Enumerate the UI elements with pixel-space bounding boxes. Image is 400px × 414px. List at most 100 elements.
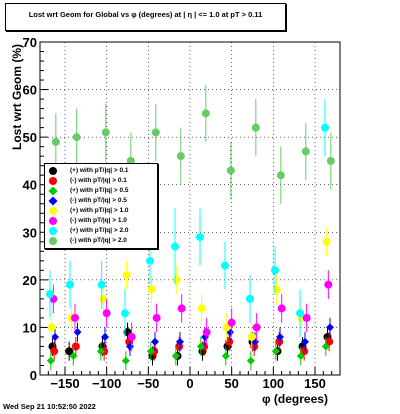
data-point — [271, 266, 279, 275]
legend-entry: (-) with pT/|q| > 1.0 — [45, 216, 157, 226]
data-point — [325, 337, 334, 346]
legend-label: (-) with pT/|q| > 1.0 — [70, 217, 127, 224]
data-point — [321, 123, 329, 132]
legend-label: (-) with pT/|q| > 0.5 — [70, 197, 127, 204]
data-point — [122, 271, 131, 280]
data-point — [176, 337, 184, 346]
data-point — [146, 347, 155, 356]
data-point — [252, 323, 261, 332]
x-tick-label: −50 — [137, 376, 159, 391]
data-point — [326, 323, 334, 332]
chart-title-box: Lost wrt Geom for Global vs φ (degrees) … — [5, 3, 286, 31]
data-point — [69, 351, 78, 360]
data-point — [197, 304, 206, 313]
x-tick-label: 0 — [186, 376, 193, 391]
data-point — [171, 351, 180, 360]
y-tick-label: 50 — [23, 130, 37, 145]
data-point — [96, 347, 105, 356]
data-point — [50, 347, 59, 356]
data-point — [324, 280, 333, 289]
legend-marker — [49, 167, 57, 175]
data-point — [46, 290, 54, 299]
y-tick-label: 0 — [30, 368, 37, 383]
data-point — [301, 337, 309, 346]
data-point — [300, 347, 309, 356]
data-point — [276, 332, 284, 341]
data-point — [51, 332, 59, 341]
data-point — [322, 237, 331, 246]
y-tick-label: 40 — [23, 178, 37, 193]
data-point — [97, 280, 106, 289]
data-point — [246, 294, 254, 303]
data-point — [126, 156, 135, 165]
y-tick-label: 30 — [23, 225, 37, 240]
data-point — [151, 128, 160, 137]
x-tick-label: 50 — [224, 376, 238, 391]
data-point — [46, 356, 55, 365]
data-point — [302, 313, 311, 322]
data-point — [99, 294, 108, 303]
data-point — [227, 318, 236, 327]
data-point — [72, 133, 81, 142]
legend-entry: (+) with pT/|q| > 2.0 — [45, 226, 157, 236]
x-tick-label: 100 — [262, 376, 284, 391]
x-tick-label: 150 — [304, 376, 326, 391]
y-tick-label: 10 — [23, 320, 37, 335]
data-point — [171, 242, 179, 251]
legend-label: (+) with pT/|q| > 0.5 — [70, 187, 129, 194]
data-point — [247, 332, 256, 341]
legend-marker — [49, 207, 57, 215]
legend-label: (+) with pT/|q| > 0.1 — [70, 167, 129, 174]
legend-entry: (-) with pT/|q| > 0.5 — [45, 196, 157, 206]
data-point — [296, 351, 305, 360]
data-point — [147, 285, 156, 294]
legend-marker — [49, 217, 57, 225]
chart-title: Lost wrt Geom for Global vs φ (degrees) … — [28, 10, 263, 19]
data-point — [177, 304, 186, 313]
data-point — [51, 137, 60, 146]
legend-marker — [49, 237, 57, 245]
data-point — [152, 313, 161, 322]
data-point — [146, 256, 154, 265]
y-tick-label: 20 — [23, 273, 37, 288]
data-point — [196, 233, 204, 242]
timestamp: Wed Sep 21 10:52:50 2022 — [3, 402, 96, 411]
legend-entry: (+) with pT/|q| > 0.5 — [45, 186, 157, 196]
data-point — [101, 128, 110, 137]
data-point — [301, 147, 310, 156]
data-point — [172, 275, 181, 284]
legend-entry: (-) with pT/|q| > 2.0 — [45, 236, 157, 246]
data-point — [251, 123, 260, 132]
data-point — [71, 313, 79, 322]
data-point — [246, 356, 255, 365]
data-point — [222, 323, 231, 332]
data-point — [101, 332, 109, 341]
y-axis-label: Lost wrt Geom (%) — [10, 44, 24, 151]
legend-marker — [49, 177, 57, 185]
data-point — [66, 280, 74, 289]
data-point — [321, 342, 330, 351]
data-point — [221, 261, 229, 270]
data-point — [271, 347, 280, 356]
legend-entry: (+) with pT/|q| > 0.1 — [45, 166, 157, 176]
data-point — [277, 304, 286, 313]
data-point — [296, 309, 304, 318]
legend-label: (+) with pT/|q| > 1.0 — [70, 207, 129, 214]
legend-entry: (+) with pT/|q| > 1.0 — [45, 206, 157, 216]
data-point — [47, 323, 56, 332]
legend-marker — [49, 227, 57, 235]
legend-label: (+) with pT/|q| > 2.0 — [70, 227, 129, 234]
data-point — [221, 351, 230, 360]
legend-label: (-) with pT/|q| > 2.0 — [70, 237, 127, 244]
data-point — [276, 171, 285, 180]
data-point — [272, 285, 281, 294]
legend: (+) with pT/|q| > 0.1 (-) with pT/|q| > 0… — [44, 163, 158, 249]
y-tick-label: 70 — [23, 35, 37, 50]
data-point — [127, 332, 136, 341]
data-point — [226, 166, 235, 175]
data-point — [176, 152, 185, 161]
data-point — [201, 109, 210, 118]
data-point — [65, 347, 74, 356]
data-point — [121, 309, 129, 318]
